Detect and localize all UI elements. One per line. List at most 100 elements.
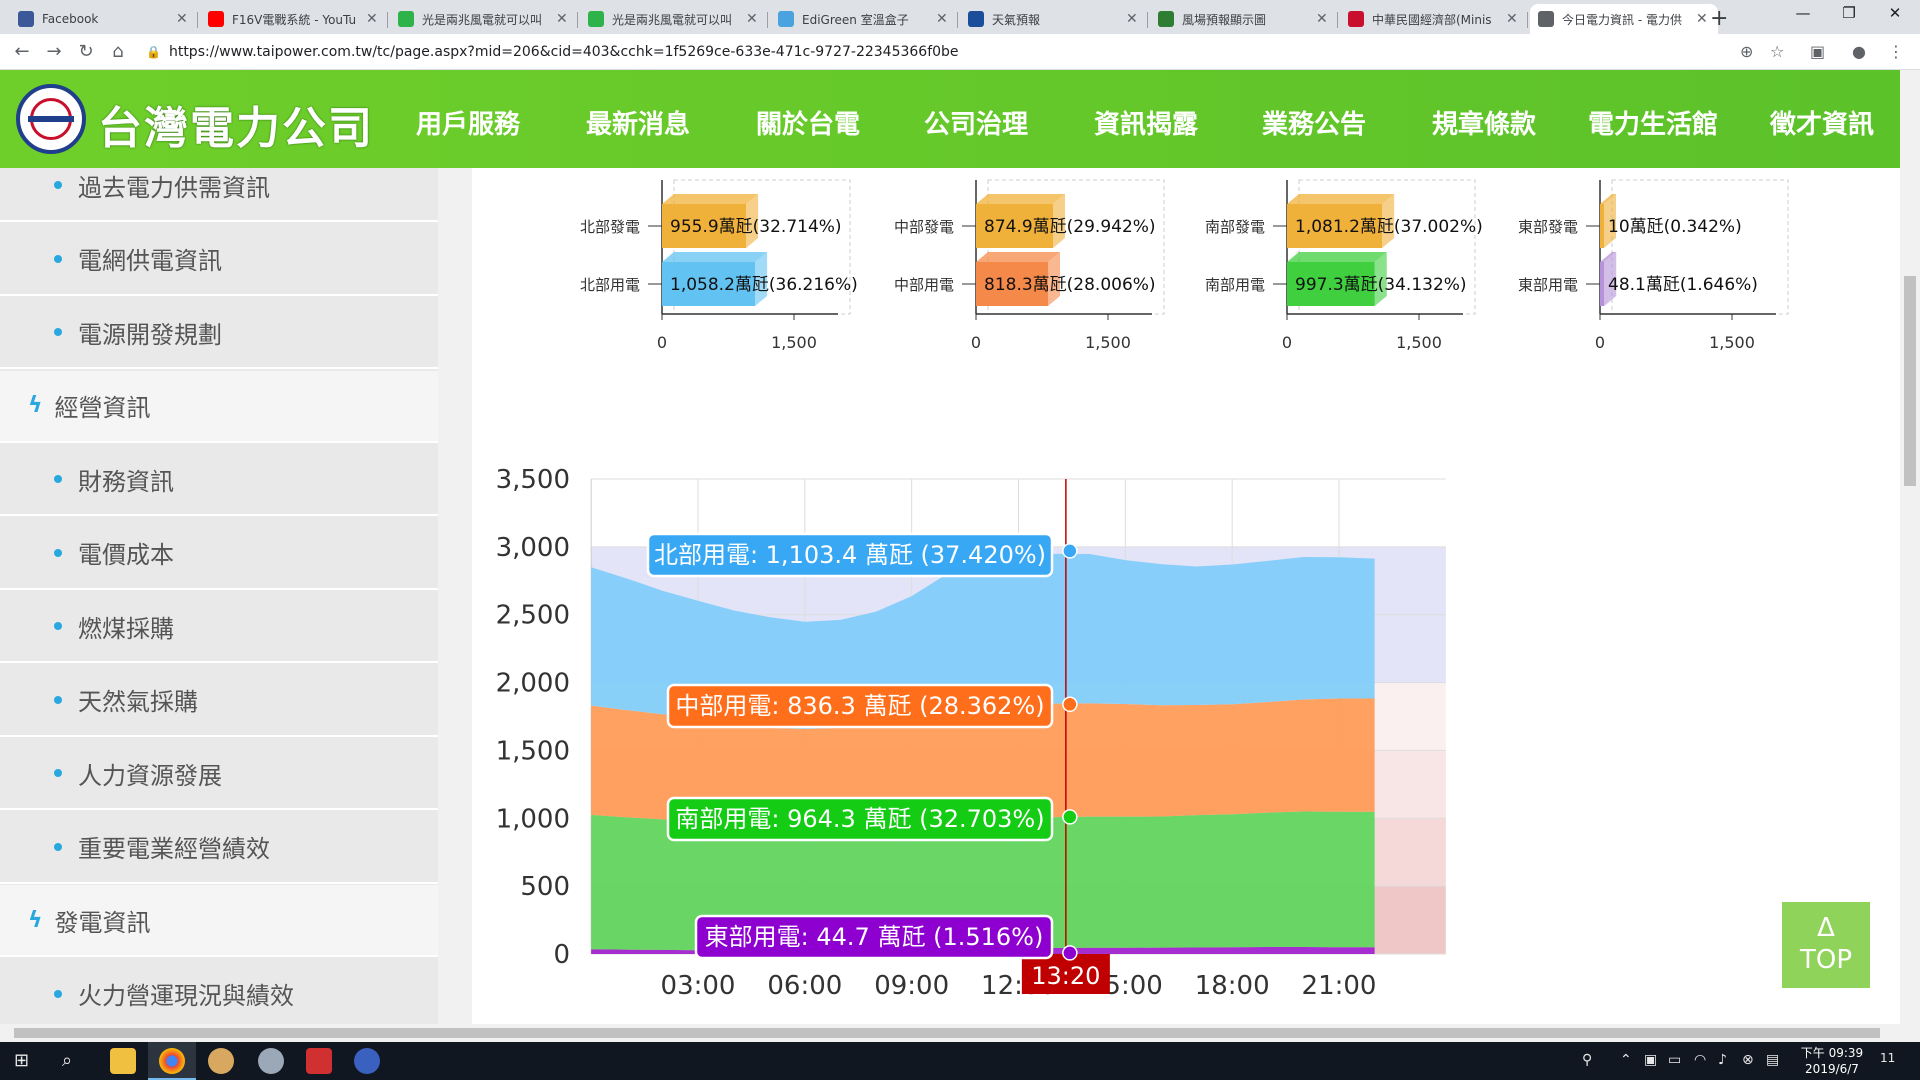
battery-icon[interactable]: ▭ — [1668, 1052, 1682, 1068]
profile-icon[interactable]: ● — [1852, 42, 1866, 61]
sidebar-item[interactable]: 電源開發規劃 — [0, 297, 438, 369]
bookmark-star-icon[interactable]: ☆ — [1770, 42, 1785, 61]
reload-icon[interactable]: ↻ — [78, 41, 94, 62]
tooltip-box — [666, 796, 1054, 842]
url-field[interactable]: 🔒 https://www.taipower.com.tw/tc/page.as… — [142, 38, 1772, 66]
wifi-icon[interactable]: ◠ — [1694, 1052, 1707, 1068]
tab-title: 天氣預報 — [992, 12, 1041, 27]
sidebar-item[interactable]: 天然氣採購 — [0, 665, 438, 737]
app-icon[interactable] — [306, 1048, 332, 1074]
close-tab-icon[interactable]: ✕ — [1696, 11, 1708, 27]
browser-tab[interactable]: 光是兩兆風電就可以叫 ✕ — [390, 4, 578, 34]
sidebar-item[interactable]: 人力資源發展 — [0, 738, 438, 810]
sidebar-item[interactable]: 燃煤採購 — [0, 591, 438, 663]
main-nav-item[interactable]: 資訊揭露 — [1094, 110, 1199, 140]
chrome-icon[interactable] — [159, 1048, 185, 1074]
close-tab-icon[interactable]: ✕ — [176, 11, 188, 27]
sidebar-item[interactable]: 火力營運現況與績效 — [0, 959, 438, 1025]
notification-icon[interactable]: 11 — [1880, 1051, 1896, 1065]
browser-tab[interactable]: 光是兩兆風電就可以叫 ✕ — [580, 4, 768, 34]
zoom-icon[interactable]: ⊕ — [1740, 42, 1754, 61]
bar-top — [662, 252, 768, 262]
home-icon[interactable]: ⌂ — [112, 41, 124, 62]
main-nav-item[interactable]: 徵才資訊 — [1770, 110, 1875, 140]
tray-x-icon[interactable]: ⊗ — [1742, 1052, 1754, 1068]
sidebar-item[interactable]: 財務資訊 — [0, 444, 438, 516]
close-tab-icon[interactable]: ✕ — [1126, 11, 1138, 27]
tab-title: F16V電戰系統 - YouTu — [232, 12, 357, 27]
main-nav-item[interactable]: 業務公告 — [1262, 110, 1367, 140]
sidebar-label: 燃煤採購 — [78, 614, 174, 643]
sidebar-label: 人力資源發展 — [78, 761, 222, 790]
tab-title: EdiGreen 室溫盒子 — [802, 12, 909, 27]
taskbar-clock[interactable]: 下午 09:39 2019/6/7 — [1800, 1046, 1864, 1076]
tray-chevron-icon[interactable]: ⌃ — [1620, 1052, 1632, 1068]
horizontal-scrollbar[interactable] — [0, 1024, 1920, 1042]
x-tick-label: 21:00 — [1302, 971, 1377, 1001]
main-nav-item[interactable]: 關於台電 — [756, 110, 861, 140]
bar-category-label: 北部用電 — [580, 276, 640, 294]
extension-icon[interactable]: ▣ — [1810, 42, 1826, 61]
bar-side — [1604, 194, 1616, 248]
browser-tab[interactable]: 今日電力資訊 - 電力供 ✕ — [1530, 4, 1718, 34]
search-icon[interactable]: ⌕ — [62, 1050, 73, 1071]
tray-app-icon[interactable]: ▣ — [1644, 1052, 1658, 1068]
sidebar-item[interactable]: 電網供電資訊 — [0, 224, 438, 296]
taipower-logo[interactable] — [16, 84, 86, 154]
app-icon[interactable] — [208, 1048, 234, 1074]
tab-favicon — [1158, 11, 1174, 27]
browser-tab[interactable]: 中華民國經濟部(Minis ✕ — [1340, 4, 1528, 34]
ime-icon[interactable]: ▤ — [1766, 1052, 1780, 1068]
tooltip-box — [666, 683, 1054, 729]
file-explorer-icon[interactable] — [110, 1048, 136, 1074]
app-icon[interactable] — [354, 1048, 380, 1074]
main-nav-item[interactable]: 規章條款 — [1432, 110, 1537, 140]
x-tick-label: 0 — [657, 333, 667, 352]
close-tab-icon[interactable]: ✕ — [936, 11, 948, 27]
main-nav-item[interactable]: 公司治理 — [924, 110, 1029, 140]
main-content: 0 1,500 北部發電 955.9萬瓩(32.714%) 北部用電 1,058.2萬瓩(… — [472, 168, 1900, 1024]
browser-tab[interactable]: Facebook ✕ — [10, 4, 198, 34]
site-header: 台灣電力公司 用戶服務 最新消息 關於台電 公司治理 資訊揭露 業務公告 規章條款 電力生活館… — [0, 70, 1900, 168]
url-text: https://www.taipower.com.tw/tc/page.aspx… — [168, 44, 959, 60]
sidebar-category[interactable]: ϟ 發電資訊 — [0, 885, 438, 957]
vertical-scrollbar[interactable] — [1900, 70, 1920, 1026]
brand-name[interactable]: 台灣電力公司 — [98, 103, 374, 154]
browser-tab[interactable]: EdiGreen 室溫盒子 ✕ — [770, 4, 958, 34]
new-tab-button[interactable]: + — [1710, 6, 1729, 31]
tab-title: 光是兩兆風電就可以叫 — [422, 12, 543, 27]
y-tick-label: 2,500 — [496, 601, 570, 631]
close-tab-icon[interactable]: ✕ — [366, 11, 378, 27]
main-nav-item[interactable]: 最新消息 — [586, 110, 691, 140]
sidebar-label: 財務資訊 — [78, 467, 174, 496]
bar-top — [1600, 194, 1616, 204]
main-nav-item[interactable]: 電力生活館 — [1588, 110, 1719, 140]
sidebar-item[interactable]: 重要電業經營績效 — [0, 812, 438, 884]
back-icon[interactable]: ← — [14, 41, 30, 62]
sidebar-label: 電價成本 — [78, 541, 174, 569]
close-tab-icon[interactable]: ✕ — [746, 11, 758, 27]
person-icon[interactable]: ⚲ — [1582, 1052, 1593, 1068]
browser-tab[interactable]: 風場預報顯示圖 ✕ — [1150, 4, 1338, 34]
sidebar-item[interactable]: 電價成本 — [0, 518, 438, 590]
browser-tab[interactable]: F16V電戰系統 - YouTu ✕ — [200, 4, 388, 34]
minimize-button[interactable]: — — [1795, 4, 1811, 22]
browser-tab[interactable]: 天氣預報 ✕ — [960, 4, 1148, 34]
sidebar-category[interactable]: ϟ 經營資訊 — [0, 370, 438, 443]
menu-icon[interactable]: ⋮ — [1888, 42, 1904, 61]
close-tab-icon[interactable]: ✕ — [1506, 11, 1518, 27]
forward-icon[interactable]: → — [46, 41, 62, 62]
back-to-top-button[interactable]: Δ TOP — [1782, 902, 1870, 988]
windows-start-icon[interactable]: ⊞ — [14, 1050, 30, 1071]
app-icon[interactable] — [258, 1048, 284, 1074]
close-tab-icon[interactable]: ✕ — [556, 11, 568, 27]
close-window-button[interactable]: ✕ — [1888, 4, 1902, 22]
close-tab-icon[interactable]: ✕ — [1316, 11, 1328, 27]
main-nav-item[interactable]: 用戶服務 — [416, 110, 521, 140]
sidebar-item[interactable]: 過去電力供需資訊 — [0, 168, 438, 222]
y-tick-label: 2,000 — [496, 669, 570, 699]
bar-side — [1382, 194, 1395, 248]
bar-side — [755, 252, 768, 306]
volume-icon[interactable]: ♪ — [1718, 1052, 1727, 1068]
maximize-button[interactable]: ❐ — [1842, 4, 1856, 22]
